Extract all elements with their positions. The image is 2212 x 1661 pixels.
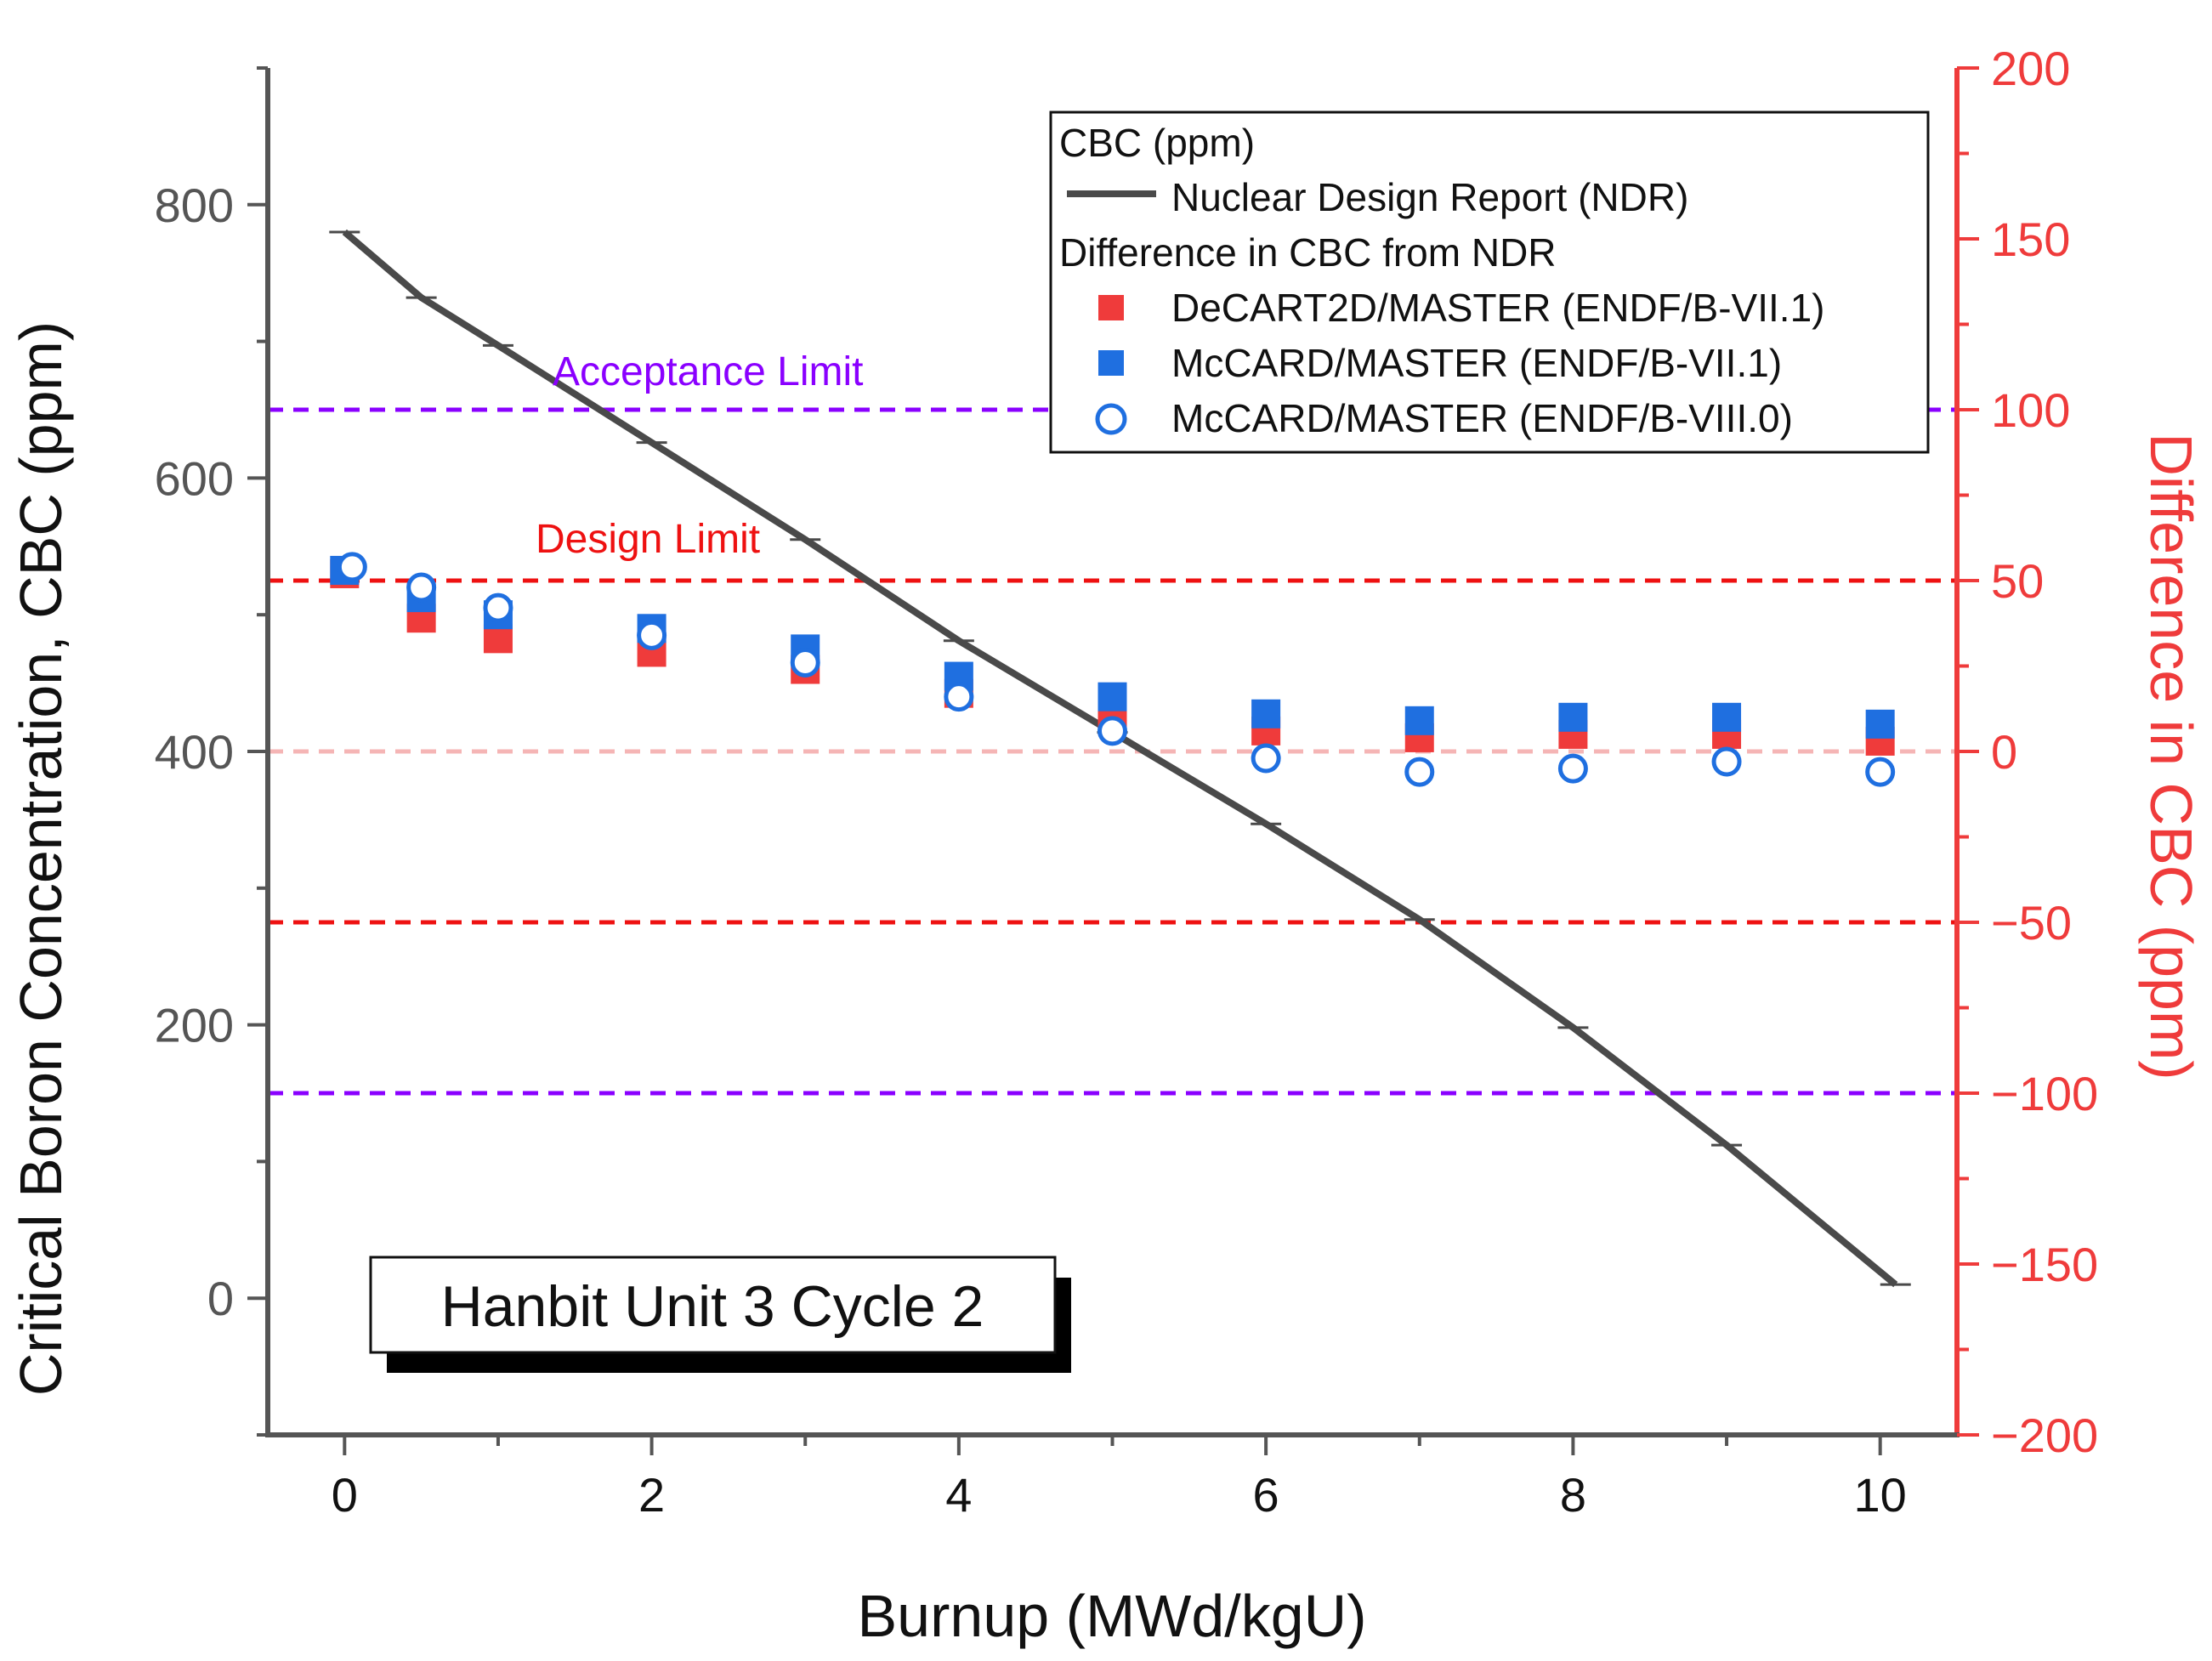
y-right-tick-label: 200 bbox=[1991, 42, 2070, 95]
marker-s2-3 bbox=[637, 620, 667, 650]
y-right-tick-label: 150 bbox=[1991, 213, 2070, 266]
legend-header-cbc: CBC (ppm) bbox=[1059, 121, 1255, 165]
marker-s2-0 bbox=[337, 552, 367, 582]
design-limit-label: Design Limit bbox=[536, 517, 760, 562]
marker-s2-9 bbox=[1557, 753, 1588, 784]
legend-mccard71-label: McCARD/MASTER (ENDF/B-VII.1) bbox=[1171, 341, 1782, 385]
marker-s1-10 bbox=[1712, 702, 1742, 732]
y-right-tick-label: −150 bbox=[1991, 1238, 2098, 1291]
legend-mccard80-label: McCARD/MASTER (ENDF/B-VIII.0) bbox=[1171, 396, 1793, 440]
marker-s1-7 bbox=[1251, 699, 1281, 728]
x-tick-label: 0 bbox=[332, 1468, 358, 1522]
y-right-tick-label: 100 bbox=[1991, 383, 2070, 437]
annotation-box bbox=[369, 1256, 1057, 1354]
y-left-tick-label: 400 bbox=[155, 725, 234, 779]
marker-s1-8 bbox=[1404, 706, 1434, 735]
legend-ndr-label: Nuclear Design Report (NDR) bbox=[1171, 175, 1688, 219]
annotation-text: Hanbit Unit 3 Cycle 2 bbox=[441, 1274, 984, 1339]
x-axis-title: Burnup (MWd/kgU) bbox=[857, 1583, 1366, 1649]
x-tick-label: 10 bbox=[1854, 1468, 1907, 1522]
left-axis-title: Critical Boron Concentration, CBC (ppm) bbox=[8, 321, 74, 1396]
y-left-tick-label: 600 bbox=[155, 451, 234, 505]
marker-s2-8 bbox=[1404, 757, 1435, 787]
annotation: Hanbit Unit 3 Cycle 2 bbox=[369, 1256, 1071, 1373]
marker-s1-6 bbox=[1097, 682, 1127, 711]
legend: CBC (ppm) Nuclear Design Report (NDR) Di… bbox=[1049, 111, 1930, 454]
marker-s2-7 bbox=[1251, 743, 1281, 774]
legend-mccard71-swatch bbox=[1098, 350, 1124, 376]
marker-s2-1 bbox=[406, 572, 437, 603]
right-axis-title: Difference in CBC (ppm) bbox=[2138, 433, 2204, 1080]
marker-s2-11 bbox=[1865, 757, 1896, 787]
y-right-tick-label: −100 bbox=[1991, 1067, 2098, 1120]
acceptance-limit-label: Acceptance Limit bbox=[553, 349, 864, 394]
legend-header-difference: Difference in CBC from NDR bbox=[1059, 230, 1557, 275]
y-right-tick-label: −200 bbox=[1991, 1409, 2098, 1462]
y-left-tick-label: 0 bbox=[207, 1272, 234, 1325]
marker-s1-11 bbox=[1865, 709, 1895, 739]
marker-s2-10 bbox=[1711, 746, 1742, 777]
y-right-tick-label: 50 bbox=[1991, 554, 2044, 608]
y-right-tick-label: 0 bbox=[1991, 725, 2017, 779]
marker-s2-4 bbox=[790, 647, 820, 677]
y-left-tick-label: 200 bbox=[155, 999, 234, 1052]
legend-decart-label: DeCART2D/MASTER (ENDF/B-VII.1) bbox=[1171, 286, 1824, 330]
marker-s2-6 bbox=[1097, 716, 1127, 746]
difference-markers bbox=[330, 552, 1896, 787]
legend-box bbox=[1049, 111, 1930, 454]
legend-mccard80-swatch bbox=[1095, 403, 1127, 435]
marker-s1-9 bbox=[1558, 702, 1588, 732]
x-tick-label: 4 bbox=[945, 1468, 972, 1522]
x-tick-label: 6 bbox=[1253, 1468, 1279, 1522]
x-tick-label: 8 bbox=[1560, 1468, 1586, 1522]
y-right-tick-label: −50 bbox=[1991, 896, 2072, 950]
y-left-tick-label: 800 bbox=[155, 179, 234, 232]
legend-decart-swatch bbox=[1098, 295, 1124, 320]
marker-s2-2 bbox=[483, 592, 513, 623]
marker-s2-5 bbox=[944, 682, 974, 712]
ndr-series bbox=[329, 229, 1911, 1288]
x-tick-label: 2 bbox=[638, 1468, 665, 1522]
tick-marks: 0 2 4 6 8 100200400600800−200−150−100−5005010… bbox=[155, 42, 2099, 1522]
ndr-line bbox=[342, 229, 1898, 1288]
